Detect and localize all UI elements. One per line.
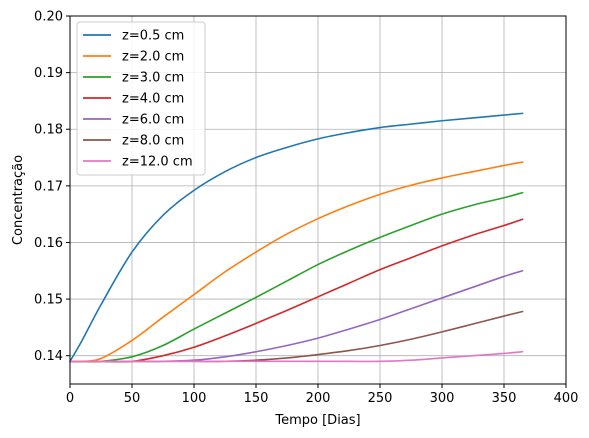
axis-ticks: 0 50 100 150 200 250 300 350 400 0.14 0.15 0.16 0.17… <box>34 10 578 407</box>
legend-label: z=6.0 cm <box>122 113 184 128</box>
legend-label: z=2.0 cm <box>122 50 184 65</box>
x-tick-label: 200 <box>306 391 331 406</box>
series-line-z-2-0-cm <box>69 161 524 363</box>
y-tick-label: 0.18 <box>34 123 63 138</box>
y-axis-label: Concentração <box>11 155 26 245</box>
legend: z=0.5 cm z=2.0 cm z=3.0 cm z=4.0 cm z=6.0 cm… <box>76 21 206 176</box>
y-tick-label: 0.17 <box>34 179 63 194</box>
x-tick-label: 100 <box>182 391 207 406</box>
legend-label: z=8.0 cm <box>122 134 184 149</box>
legend-label: z=3.0 cm <box>122 71 184 86</box>
x-tick-label: 250 <box>368 391 393 406</box>
x-tick-label: 0 <box>66 391 74 406</box>
legend-box <box>76 21 206 176</box>
y-tick-label: 0.16 <box>34 236 63 251</box>
series-line-z-3-0-cm <box>69 191 524 363</box>
y-tick-label: 0.14 <box>34 349 63 364</box>
y-tick-label: 0.20 <box>34 10 63 25</box>
legend-label: z=0.5 cm <box>122 29 184 44</box>
y-tick-label: 0.15 <box>34 293 63 308</box>
x-tick-label: 150 <box>244 391 269 406</box>
y-tick-label: 0.19 <box>34 66 63 81</box>
grid <box>69 15 567 384</box>
series-line-z-6-0-cm <box>69 269 524 363</box>
series-line-z-12-0-cm <box>69 350 524 363</box>
x-tick-label: 300 <box>430 391 455 406</box>
x-tick-label: 400 <box>554 391 579 406</box>
series-line-z-0-5-cm <box>69 112 524 363</box>
x-axis-label: Tempo [Dias] <box>274 413 360 428</box>
x-tick-label: 50 <box>124 391 141 406</box>
legend-label: z=12.0 cm <box>122 155 193 170</box>
series-line-z-4-0-cm <box>69 218 524 363</box>
series-lines <box>69 112 524 363</box>
legend-label: z=4.0 cm <box>122 92 184 107</box>
x-tick-label: 350 <box>492 391 517 406</box>
